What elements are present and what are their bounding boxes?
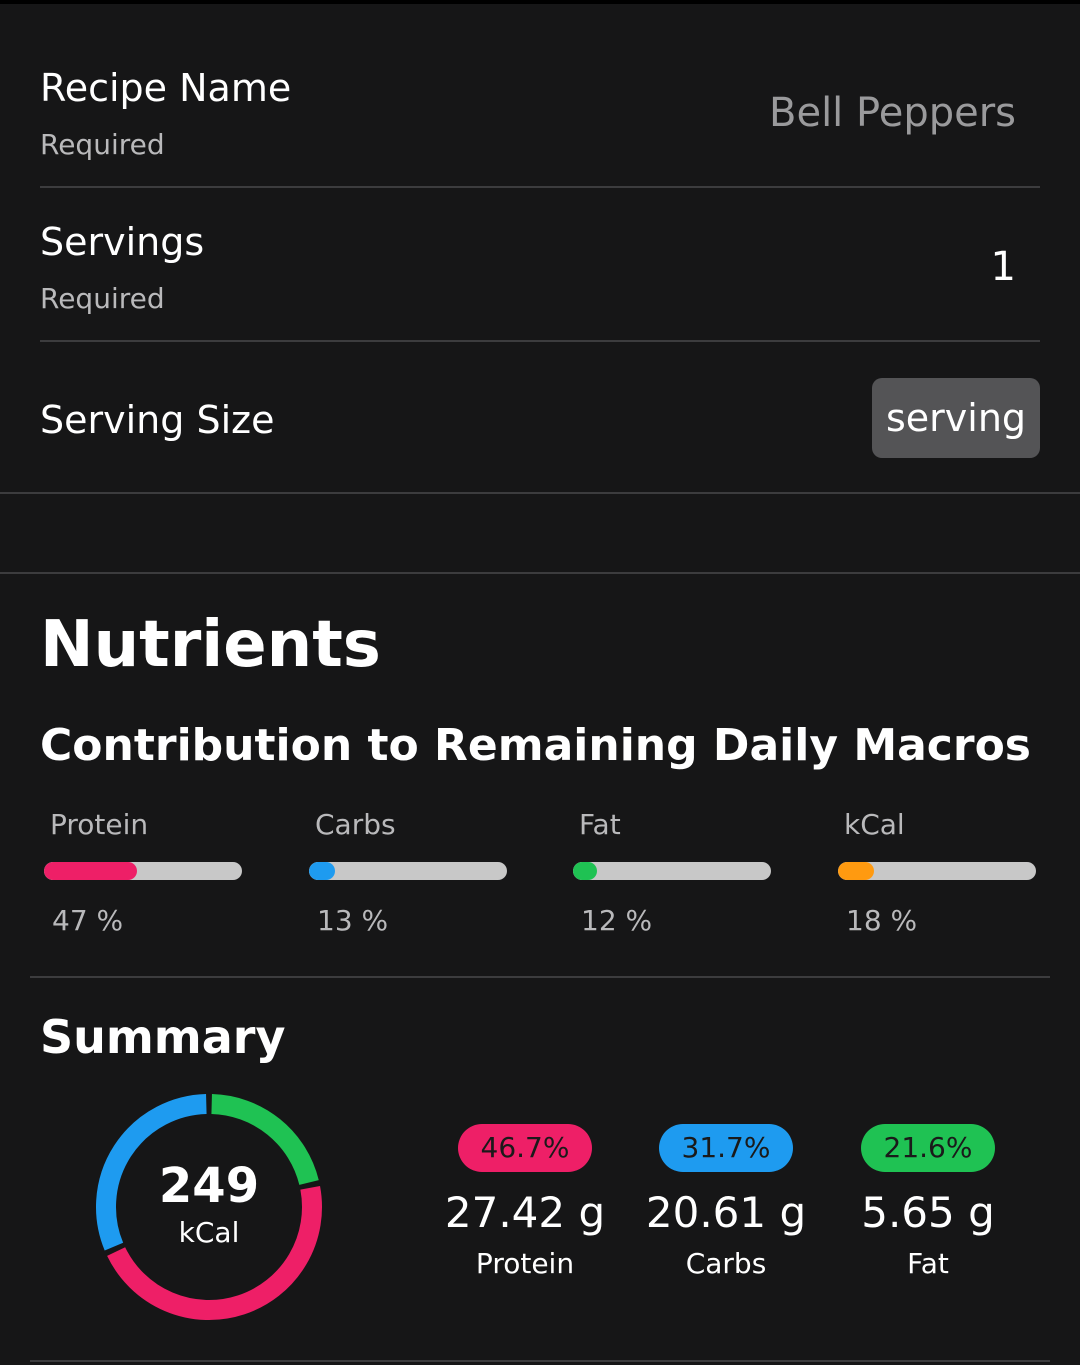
kcal-unit: kCal [178, 1215, 240, 1249]
servings-input[interactable]: 1 [990, 244, 1016, 290]
top-edge [0, 0, 1080, 4]
bottom-divider [30, 1360, 1050, 1362]
macro-carbs: Carbs 13 % [305, 808, 507, 937]
macro-percent: 47 % [52, 904, 124, 937]
fat-label: Fat [907, 1247, 949, 1280]
macro-label: Carbs [315, 808, 396, 841]
servings-required: Required [40, 282, 165, 315]
fat-arc [211, 1094, 319, 1186]
macro-label: Fat [579, 808, 621, 841]
contribution-heading: Contribution to Remaining Daily Macros [40, 720, 1031, 771]
carbs-percent-badge: 31.7% [659, 1124, 793, 1172]
carbs-label: Carbs [685, 1247, 767, 1280]
protein-label: Protein [475, 1247, 575, 1280]
protein-arc [107, 1185, 322, 1320]
macro-protein: Protein 47 % [40, 808, 242, 937]
macro-percent: 12 % [581, 904, 653, 937]
protein-grams: 27.42 g [444, 1188, 606, 1237]
fat-percent-badge: 21.6% [861, 1124, 995, 1172]
recipe-name-row[interactable]: Recipe Name Required Bell Peppers [40, 0, 1040, 188]
summary-fat: 21.6% 5.65 g Fat [828, 1124, 1028, 1280]
recipe-name-required: Required [40, 128, 165, 161]
kcal-donut-chart [96, 1094, 322, 1320]
summary-divider [30, 976, 1050, 978]
kcal-value: 249 [158, 1157, 260, 1214]
fat-grams: 5.65 g [861, 1188, 995, 1237]
macro-percent: 18 % [846, 904, 918, 937]
macro-bar-fill [838, 862, 874, 880]
macro-bar-fill [309, 862, 335, 880]
macro-bar [309, 862, 507, 880]
macro-kcal: kCal 18 % [834, 808, 1036, 937]
servings-label: Servings [40, 220, 205, 264]
serving-size-row: Serving Size serving [0, 342, 1080, 494]
kcal-donut-center: 249 kCal [94, 1092, 324, 1322]
macro-label: kCal [844, 808, 905, 841]
macro-bar [44, 862, 242, 880]
macro-percent: 13 % [317, 904, 389, 937]
summary-heading: Summary [40, 1010, 286, 1064]
summary-protein: 46.7% 27.42 g Protein [425, 1124, 625, 1280]
servings-row[interactable]: Servings Required 1 [40, 188, 1040, 342]
section-divider [0, 572, 1080, 574]
protein-percent-badge: 46.7% [458, 1124, 592, 1172]
carbs-arc [96, 1094, 207, 1251]
serving-size-button[interactable]: serving [872, 378, 1040, 458]
macro-bar-fill [44, 862, 138, 880]
nutrients-heading: Nutrients [40, 608, 381, 682]
macro-fat: Fat 12 % [569, 808, 771, 937]
carbs-grams: 20.61 g [645, 1188, 807, 1237]
macro-bar-fill [573, 862, 597, 880]
macro-label: Protein [50, 808, 149, 841]
serving-size-label: Serving Size [40, 398, 275, 442]
recipe-name-label: Recipe Name [40, 66, 292, 110]
macro-bar [573, 862, 771, 880]
recipe-name-input[interactable]: Bell Peppers [769, 90, 1016, 136]
summary-carbs: 31.7% 20.61 g Carbs [626, 1124, 826, 1280]
macro-bar [838, 862, 1036, 880]
